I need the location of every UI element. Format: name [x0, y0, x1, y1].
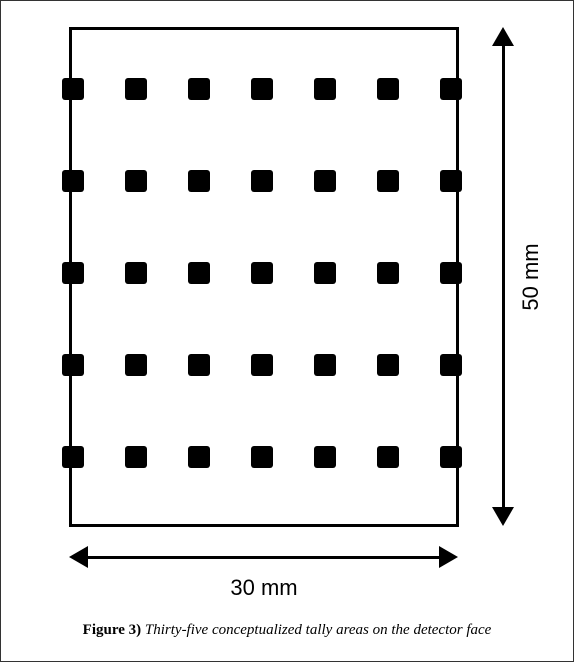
dim-horizontal-line	[80, 556, 448, 559]
tally-square	[377, 354, 399, 376]
tally-square	[188, 354, 210, 376]
dim-height-label: 50 mm	[518, 243, 544, 310]
tally-square	[125, 446, 147, 468]
tally-square	[314, 354, 336, 376]
tally-square	[440, 446, 462, 468]
tally-square	[251, 354, 273, 376]
tally-square	[62, 354, 84, 376]
dim-width-label: 30 mm	[230, 575, 297, 601]
tally-square	[314, 170, 336, 192]
tally-square	[62, 446, 84, 468]
tally-square	[314, 446, 336, 468]
tally-square	[440, 78, 462, 100]
tally-square	[440, 170, 462, 192]
tally-square	[314, 78, 336, 100]
dim-horizontal-arrow-left	[69, 546, 88, 568]
tally-square	[125, 262, 147, 284]
tally-square	[62, 170, 84, 192]
tally-square	[125, 354, 147, 376]
tally-square	[188, 78, 210, 100]
tally-square	[440, 262, 462, 284]
dim-vertical-line	[502, 38, 505, 516]
tally-square	[188, 170, 210, 192]
tally-square	[377, 446, 399, 468]
tally-square	[377, 78, 399, 100]
tally-square	[251, 78, 273, 100]
tally-square	[62, 78, 84, 100]
tally-square	[62, 262, 84, 284]
dim-vertical-arrow-up	[492, 27, 514, 46]
tally-square	[188, 446, 210, 468]
tally-square	[440, 354, 462, 376]
tally-square	[125, 170, 147, 192]
figure-frame: 50 mm 30 mm Figure 3) Thirty-five concep…	[0, 0, 574, 662]
figure-label: Figure 3)	[83, 622, 141, 638]
tally-square	[188, 262, 210, 284]
tally-square	[251, 262, 273, 284]
tally-square	[251, 446, 273, 468]
tally-square	[125, 78, 147, 100]
dim-vertical-arrow-down	[492, 507, 514, 526]
tally-square	[377, 170, 399, 192]
tally-square	[251, 170, 273, 192]
tally-square	[377, 262, 399, 284]
tally-square	[314, 262, 336, 284]
figure-caption: Figure 3) Thirty-five conceptualized tal…	[1, 622, 573, 639]
figure-text: Thirty-five conceptualized tally areas o…	[145, 622, 491, 638]
dim-horizontal-arrow-right	[439, 546, 458, 568]
diagram-area: 50 mm 30 mm	[25, 27, 551, 597]
